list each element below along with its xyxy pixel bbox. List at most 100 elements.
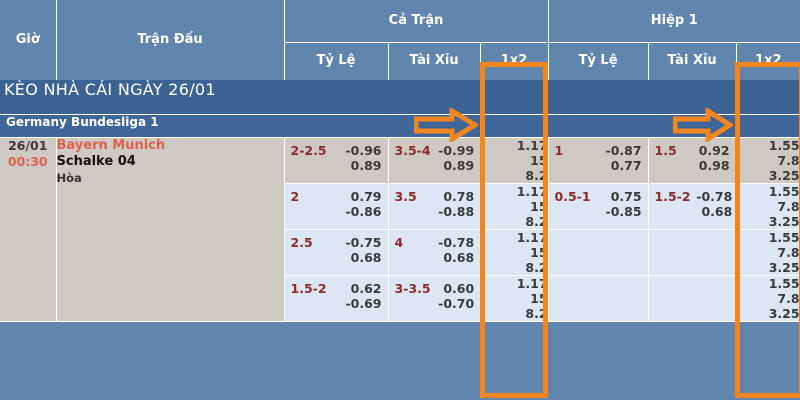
full-ou-handicap: 3.5 <box>394 189 417 204</box>
cell-full-1x2[interactable]: 1.17 15 8.2 <box>480 275 549 322</box>
cell-full-rate[interactable]: 2.5 -0.75 0.68 <box>284 229 389 276</box>
header-label-full-rate: Tỷ Lệ <box>316 53 356 69</box>
full-rate-handicap: 2 <box>290 189 300 204</box>
header-label-half-rate: Tỷ Lệ <box>578 53 618 69</box>
cell-half-rate[interactable] <box>548 275 649 322</box>
cell-half-ou[interactable]: 1.5-2 -0.78 0.68 <box>648 183 737 230</box>
full-1x2-draw: 15 <box>530 291 548 306</box>
half-1x2-draw: 7.8 <box>777 153 800 168</box>
full-rate-odd-home: 0.79 <box>350 189 382 204</box>
table-row[interactable]: 1.5-2 0.62 -0.69 3-3.5 0.60 -0.70 1 <box>0 275 800 322</box>
half-1x2-away: 3.25 <box>768 168 800 183</box>
table-header-sub-row: Tỷ Lệ Tài Xỉu 1x2 Tỷ Lệ Tài Xỉu 1x2 <box>0 42 800 80</box>
full-ou-odd-under: 0.89 <box>443 158 475 173</box>
full-rate-handicap: 1.5-2 <box>290 281 327 296</box>
cell-full-ou[interactable]: 3.5-4 -0.99 0.89 <box>388 137 481 184</box>
team-home: Bayern Munich <box>56 138 166 153</box>
half-rate-odd-home: 0.75 <box>610 189 642 204</box>
half-1x2-home: 1.55 <box>768 276 800 291</box>
half-ou-odd-over: -0.78 <box>696 189 733 204</box>
full-rate-handicap: 2-2.5 <box>290 143 327 158</box>
league-cell[interactable]: Germany Bundesliga 1 <box>0 114 800 138</box>
half-1x2-draw: 7.8 <box>777 245 800 260</box>
cell-half-ou[interactable] <box>648 275 737 322</box>
full-rate-odd-home: 0.62 <box>350 281 382 296</box>
cell-half-1x2[interactable]: 1.55 7.8 3.25 <box>736 183 800 230</box>
cell-half-1x2[interactable]: 1.55 7.8 3.25 <box>736 137 800 184</box>
full-1x2-home: 1.17 <box>516 230 548 245</box>
full-1x2-draw: 15 <box>530 245 548 260</box>
date-banner-cell: KÈO NHÀ CÁI NGÀY 26/01 <box>0 80 800 115</box>
table-row[interactable]: 2.5 -0.75 0.68 4 -0.78 0.68 1.17 <box>0 229 800 276</box>
full-rate-odd-away: -0.69 <box>345 296 382 311</box>
match-date: 26/01 <box>8 138 48 153</box>
header-cell-time: Giờ <box>0 0 56 80</box>
full-ou-odd-over: -0.99 <box>438 143 475 158</box>
half-ou-odd-under: 0.68 <box>701 204 733 219</box>
cell-full-1x2[interactable]: 1.17 15 8.2 <box>480 137 549 184</box>
full-1x2-home: 1.17 <box>516 138 548 153</box>
table-header-group-row: Giờ Trận Đấu Cả Trận Hiệp 1 <box>0 0 800 80</box>
header-label-half-ou: Tài Xỉu <box>667 53 717 69</box>
cell-full-ou[interactable]: 3-3.5 0.60 -0.70 <box>388 275 481 322</box>
header-cell-match: Trận Đấu <box>55 0 284 80</box>
cell-full-ou[interactable]: 3.5 0.78 -0.88 <box>388 183 481 230</box>
header-cell-half-1x2[interactable]: 1x2 <box>735 42 800 80</box>
table-row[interactable]: 2 0.79 -0.86 3.5 0.78 -0.88 1.17 <box>0 183 800 230</box>
full-rate-odd-home: -0.75 <box>345 235 382 250</box>
cell-full-1x2[interactable]: 1.17 15 8.2 <box>480 229 549 276</box>
header-group-full-match: Cả Trận <box>283 0 549 43</box>
half-ou-odd-over: 0.92 <box>698 143 730 158</box>
date-banner-title: KÈO NHÀ CÁI NGÀY 26/01 <box>4 80 216 99</box>
cell-half-ou[interactable]: 1.5 0.92 0.98 <box>648 137 737 184</box>
half-rate-handicap: 1 <box>554 143 564 158</box>
cell-match-teams[interactable]: Bayern Munich Schalke 04 Hòa <box>56 137 285 322</box>
full-ou-odd-under: -0.70 <box>438 296 475 311</box>
header-label-half-1x2: 1x2 <box>755 53 782 69</box>
full-ou-odd-under: -0.88 <box>438 204 475 219</box>
full-1x2-away: 8.2 <box>525 306 548 321</box>
header-label-match: Trận Đấu <box>137 31 203 47</box>
team-away: Schalke 04 <box>56 154 136 169</box>
cell-half-rate[interactable]: 0.5-1 0.75 -0.85 <box>548 183 649 230</box>
header-cell-half-rate[interactable]: Tỷ Lệ <box>547 42 649 80</box>
cell-half-rate[interactable] <box>548 229 649 276</box>
cell-kickoff-time: 26/01 00:30 <box>0 137 57 322</box>
full-1x2-home: 1.17 <box>516 184 548 199</box>
header-group-first-half: Hiệp 1 <box>547 0 800 43</box>
half-rate-handicap <box>549 276 603 286</box>
table-row[interactable]: 26/01 00:30 Bayern Munich Schalke 04 Hòa… <box>0 137 800 322</box>
cell-full-rate[interactable]: 1.5-2 0.62 -0.69 <box>284 275 389 322</box>
cell-full-1x2[interactable]: 1.17 15 8.2 <box>480 183 549 230</box>
half-rate-handicap: 0.5-1 <box>554 189 591 204</box>
cell-half-1x2[interactable]: 1.55 7.8 3.25 <box>736 229 800 276</box>
half-1x2-draw: 7.8 <box>777 291 800 306</box>
half-1x2-home: 1.55 <box>768 138 800 153</box>
full-1x2-away: 8.2 <box>525 168 548 183</box>
header-cell-full-rate[interactable]: Tỷ Lệ <box>283 42 388 80</box>
full-ou-odd-over: 0.60 <box>443 281 475 296</box>
full-1x2-away: 8.2 <box>525 214 548 229</box>
half-1x2-home: 1.55 <box>768 184 800 199</box>
cell-full-rate[interactable]: 2-2.5 -0.96 0.89 <box>284 137 389 184</box>
header-label-full-1x2: 1x2 <box>500 53 528 69</box>
half-ou-handicap <box>649 230 697 240</box>
cell-full-ou[interactable]: 4 -0.78 0.68 <box>388 229 481 276</box>
half-1x2-draw: 7.8 <box>777 199 800 214</box>
draw-label: Hòa <box>56 171 82 185</box>
odds-table: Giờ Trận Đấu Cả Trận Hiệp 1 Tỷ Lệ Tài Xỉ… <box>0 0 800 322</box>
league-row[interactable]: Germany Bundesliga 1 <box>0 114 800 138</box>
header-label-full-ou: Tài Xỉu <box>409 53 459 69</box>
full-rate-handicap: 2.5 <box>290 235 313 250</box>
cell-half-1x2[interactable]: 1.55 7.8 3.25 <box>736 275 800 322</box>
header-cell-half-ou[interactable]: Tài Xỉu <box>647 42 737 80</box>
half-ou-handicap <box>649 276 697 286</box>
cell-half-ou[interactable] <box>648 229 737 276</box>
header-cell-full-ou[interactable]: Tài Xỉu <box>387 42 480 80</box>
half-rate-handicap <box>549 230 603 240</box>
header-cell-full-1x2[interactable]: 1x2 <box>479 42 549 80</box>
cell-full-rate[interactable]: 2 0.79 -0.86 <box>284 183 389 230</box>
cell-half-rate[interactable]: 1 -0.87 0.77 <box>548 137 649 184</box>
half-1x2-away: 3.25 <box>768 260 800 275</box>
